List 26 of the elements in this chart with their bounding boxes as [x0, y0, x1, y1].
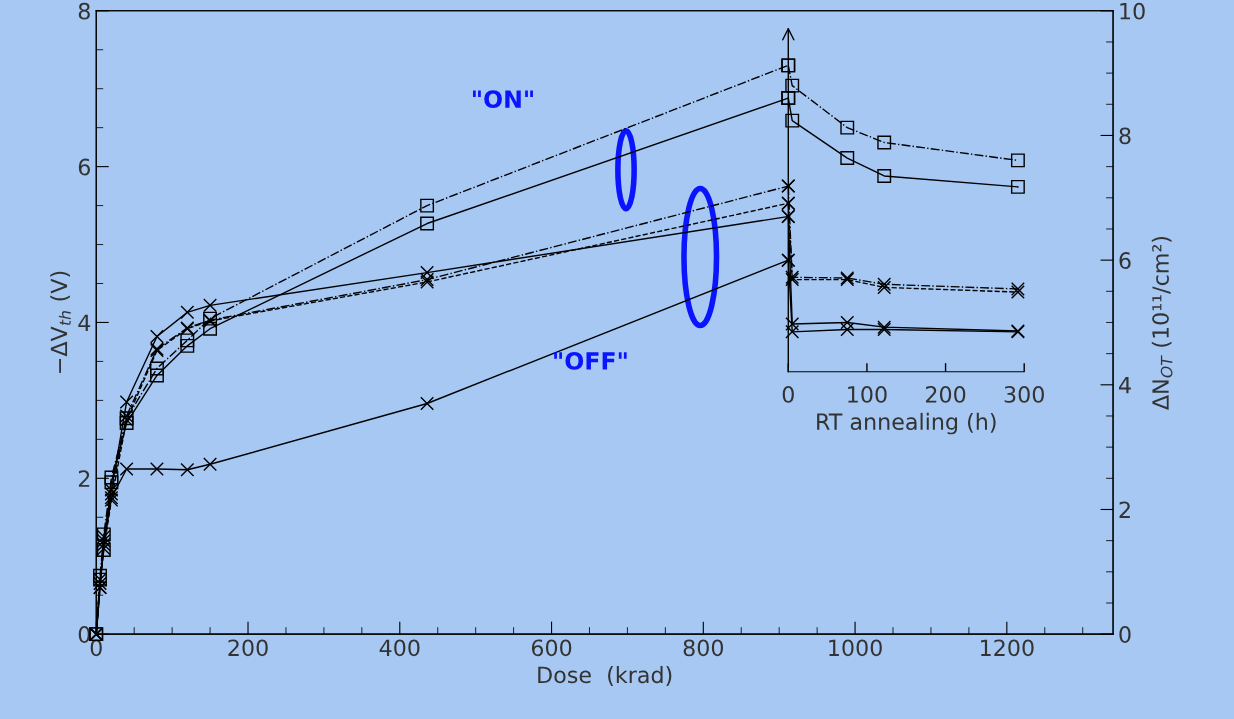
y-tick-label: 4 [78, 314, 91, 331]
x-tick-label: 400 [379, 639, 420, 657]
y-tick-label: 2 [78, 470, 90, 487]
x2-tick-label: 0 [782, 386, 794, 403]
x-tick-label: 200 [228, 639, 268, 657]
x-tick-label: 600 [531, 639, 572, 657]
y2-tick-label: 8 [1119, 127, 1131, 145]
x2-tick-label: 300 [1004, 386, 1044, 403]
annotation: "OFF" [554, 351, 627, 370]
y2-tick-label: 6 [1119, 252, 1131, 269]
y2-tick-label: 2 [1119, 501, 1130, 518]
x-axis-title: Dose (krad) [538, 666, 672, 686]
y-tick-label: 8 [78, 2, 90, 20]
x2-tick-label: 100 [848, 386, 887, 403]
y2-tick-label: 0 [1119, 626, 1131, 643]
y2-axis-title: ΔN$_{OT}$ (10¹¹/cm²) [1151, 236, 1173, 410]
y-tick-label: 6 [78, 158, 90, 176]
x-tick-label: 1000 [829, 639, 882, 657]
y-axis-title: −ΔV$_{th}$ (V) [50, 271, 71, 373]
x-tick-label: 1200 [981, 639, 1034, 657]
x-tick-label: 800 [683, 639, 724, 657]
x2-axis-title: RT annealing (h) [817, 412, 996, 435]
y2-tick-label: 10 [1120, 2, 1145, 20]
y2-tick-label: 4 [1119, 377, 1131, 394]
annotation: "ON" [473, 90, 533, 109]
x2-tick-label: 200 [925, 386, 966, 403]
